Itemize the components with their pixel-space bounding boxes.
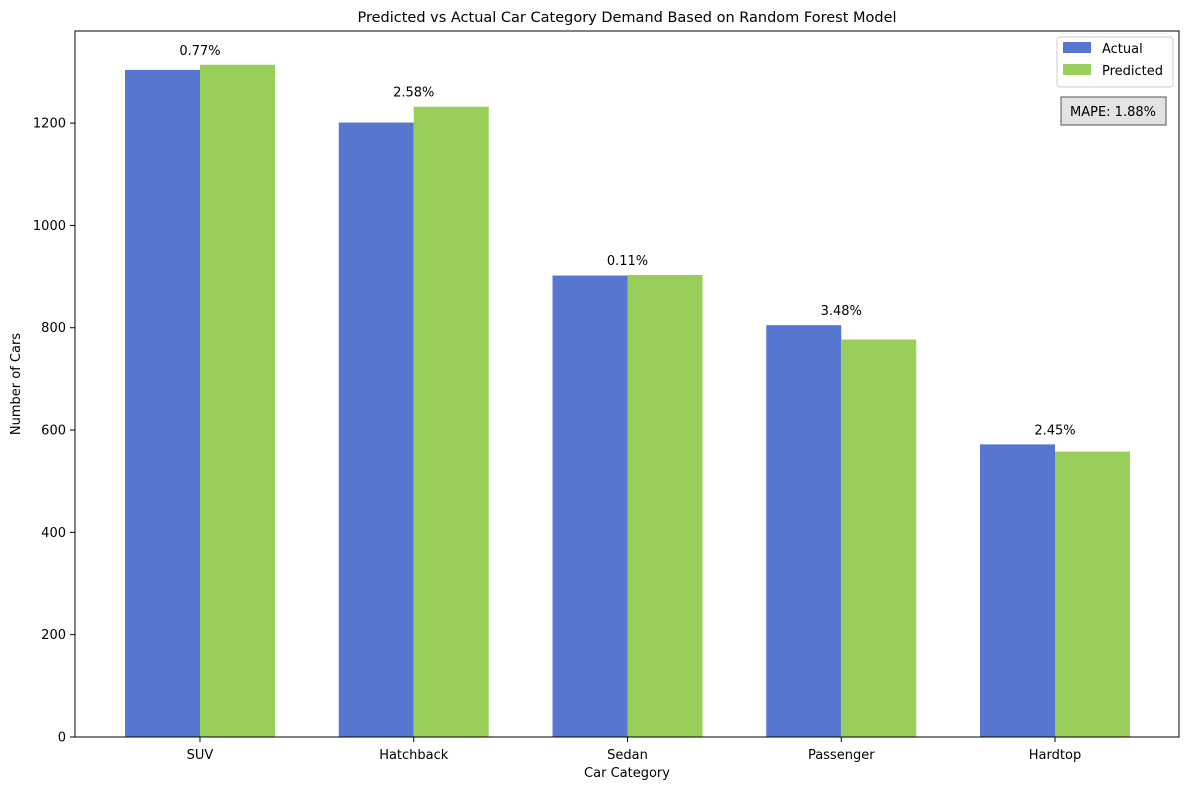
plot-area-frame [74,30,1180,738]
bar-predicted-hardtop [1055,451,1130,737]
legend-swatch-predicted [1063,64,1091,75]
y-tick-label: 200 [41,628,66,643]
y-tick-label: 800 [41,321,66,336]
annotations-layer: 0.77% 2.58% 0.11% 3.48% 2.45% [179,44,1075,439]
x-axis-label: Car Category [584,766,670,781]
bar-actual-sedan [552,275,628,737]
percent-error-label: 0.77% [179,44,220,59]
bar-predicted-hatchback [413,106,489,737]
x-axis: SUV Hatchback Sedan Passenger Hardtop [187,737,1081,763]
y-tick-label: 0 [58,731,66,746]
mape-box: MAPE: 1.88% [1060,96,1167,126]
bar-predicted-passenger [841,339,917,737]
y-axis: 0 200 400 600 800 1000 1200 [33,117,75,746]
bar-actual-hatchback [338,122,414,737]
y-tick-label: 400 [41,526,66,541]
legend-swatch-actual [1063,42,1091,53]
y-tick-label: 1000 [33,219,66,234]
x-tick-label: Passenger [808,748,875,763]
x-tick-label: Sedan [607,748,648,763]
bar-actual-suv [125,69,200,737]
percent-error-label: 0.11% [607,254,648,269]
legend: Actual Predicted [1056,36,1174,88]
percent-error-label: 2.45% [1034,423,1075,438]
mape-label: MAPE: 1.88% [1070,105,1156,120]
percent-error-label: 2.58% [393,86,434,101]
chart-title: Predicted vs Actual Car Category Demand … [357,10,896,26]
x-tick-label: Hardtop [1029,748,1081,763]
y-axis-label: Number of Cars [9,333,24,435]
percent-error-label: 3.48% [821,304,862,319]
bar-predicted-suv [200,64,275,738]
y-tick-label: 600 [41,424,66,439]
bar-actual-passenger [766,325,842,737]
bars-layer [125,64,1130,738]
x-tick-label: SUV [187,748,214,763]
bar-actual-hardtop [980,444,1055,737]
legend-label-actual: Actual [1102,42,1143,57]
x-tick-label: Hatchback [379,748,449,763]
bar-predicted-sedan [627,275,703,737]
legend-label-predicted: Predicted [1102,64,1163,79]
mape-box-frame [1060,96,1167,126]
y-tick-label: 1200 [33,117,66,132]
